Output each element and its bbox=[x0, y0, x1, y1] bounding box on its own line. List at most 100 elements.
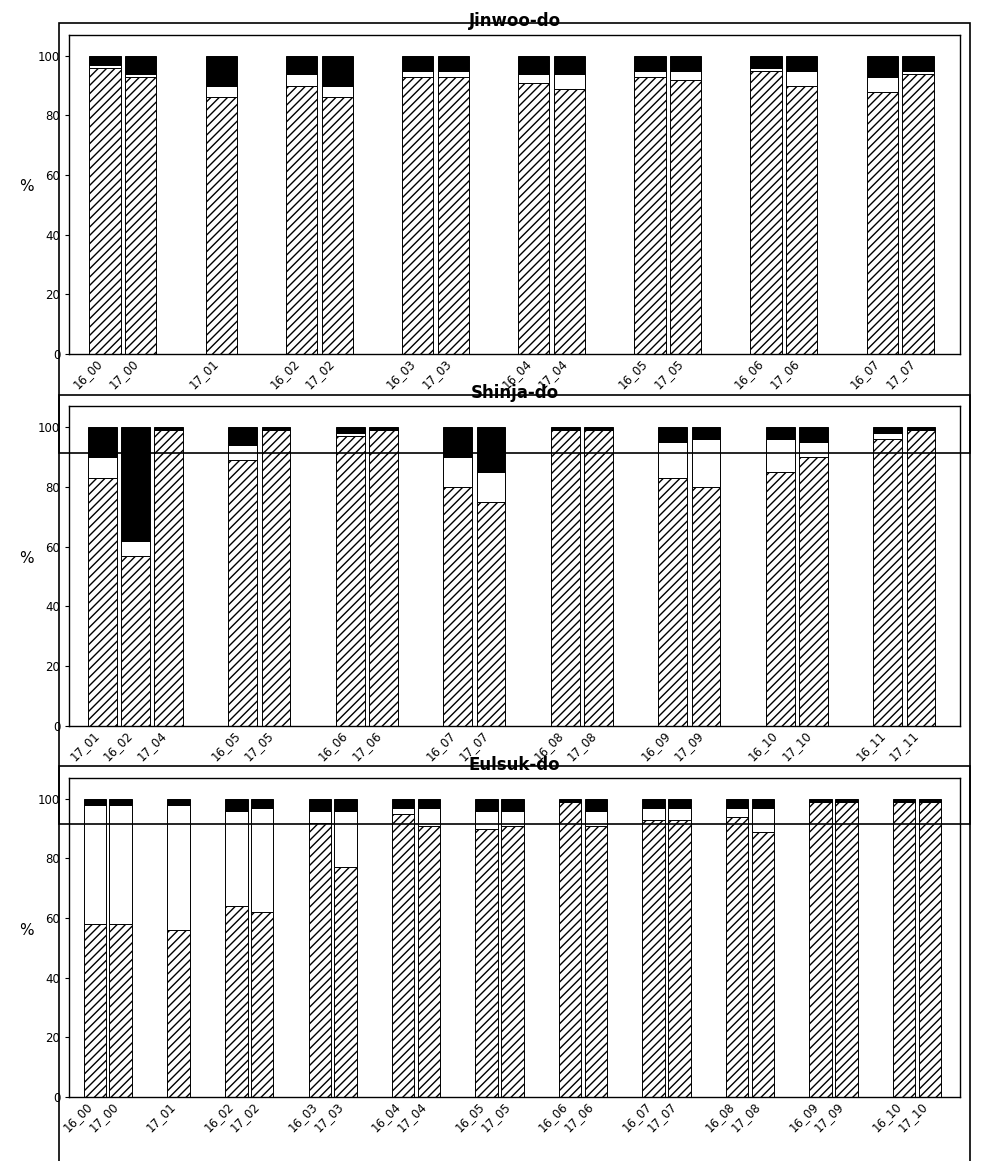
Bar bbox=[438, 71, 469, 77]
Bar bbox=[799, 442, 828, 457]
Bar bbox=[668, 808, 691, 820]
Bar bbox=[643, 808, 665, 820]
Bar bbox=[553, 88, 585, 354]
Bar bbox=[635, 71, 665, 77]
Bar bbox=[584, 431, 613, 726]
Title: Shinja-do: Shinja-do bbox=[470, 384, 559, 402]
Bar bbox=[286, 56, 317, 73]
Y-axis label: %: % bbox=[20, 923, 35, 938]
Bar bbox=[692, 439, 721, 486]
Bar bbox=[670, 56, 701, 71]
Bar bbox=[919, 802, 941, 1097]
Bar bbox=[250, 913, 273, 1097]
Bar bbox=[322, 98, 352, 354]
Bar bbox=[873, 427, 903, 433]
Bar bbox=[751, 799, 774, 808]
Bar bbox=[418, 808, 441, 825]
Bar bbox=[125, 56, 156, 73]
Bar bbox=[902, 56, 934, 71]
Bar bbox=[518, 56, 549, 73]
Bar bbox=[84, 805, 106, 924]
Bar bbox=[726, 808, 748, 816]
Bar bbox=[369, 427, 398, 431]
Bar bbox=[475, 829, 498, 1097]
Bar bbox=[402, 71, 434, 77]
Bar bbox=[658, 427, 687, 442]
Bar bbox=[167, 799, 190, 805]
Bar bbox=[309, 823, 331, 1097]
Bar bbox=[873, 439, 903, 726]
Bar bbox=[206, 98, 237, 354]
Bar bbox=[225, 907, 248, 1097]
Bar bbox=[668, 799, 691, 808]
Bar bbox=[902, 71, 934, 73]
Bar bbox=[154, 431, 183, 726]
Bar bbox=[229, 427, 257, 445]
Bar bbox=[89, 67, 121, 354]
Bar bbox=[750, 56, 782, 67]
Bar bbox=[476, 473, 506, 502]
Bar bbox=[670, 71, 701, 80]
Bar bbox=[766, 427, 795, 439]
Bar bbox=[907, 431, 936, 726]
Bar bbox=[261, 431, 290, 726]
Bar bbox=[643, 799, 665, 808]
Bar bbox=[810, 799, 832, 802]
Y-axis label: %: % bbox=[20, 551, 35, 565]
Bar bbox=[309, 810, 331, 823]
Bar bbox=[559, 799, 581, 802]
Bar bbox=[438, 77, 469, 354]
Bar bbox=[658, 478, 687, 726]
Bar bbox=[585, 799, 607, 810]
Bar bbox=[84, 924, 106, 1097]
Legend: Sand, Silt, Clay: Sand, Silt, Clay bbox=[421, 821, 609, 844]
Bar bbox=[585, 810, 607, 825]
Bar bbox=[799, 427, 828, 442]
Bar bbox=[658, 442, 687, 478]
Bar bbox=[402, 56, 434, 71]
Bar bbox=[261, 427, 290, 431]
Bar bbox=[668, 820, 691, 1097]
Bar bbox=[866, 77, 898, 92]
Bar bbox=[501, 810, 524, 825]
Bar bbox=[751, 831, 774, 1097]
Bar bbox=[919, 799, 941, 802]
Legend: Sand, Silt, Clay: Sand, Silt, Clay bbox=[421, 449, 609, 473]
Bar bbox=[206, 86, 237, 98]
Bar bbox=[250, 808, 273, 913]
Bar bbox=[309, 799, 331, 810]
Bar bbox=[893, 802, 916, 1097]
Bar bbox=[89, 65, 121, 67]
Bar bbox=[866, 56, 898, 77]
Bar bbox=[369, 431, 398, 726]
Bar bbox=[786, 56, 818, 71]
Bar bbox=[121, 556, 149, 726]
Bar bbox=[475, 799, 498, 810]
Bar bbox=[866, 92, 898, 354]
Bar bbox=[335, 867, 356, 1097]
Bar bbox=[418, 799, 441, 808]
Bar bbox=[692, 486, 721, 726]
Bar bbox=[336, 437, 365, 726]
Bar bbox=[518, 73, 549, 82]
Bar bbox=[751, 808, 774, 831]
Bar bbox=[336, 433, 365, 437]
Bar bbox=[110, 924, 132, 1097]
Bar bbox=[322, 86, 352, 98]
Bar bbox=[635, 77, 665, 354]
Title: Jinwoo-do: Jinwoo-do bbox=[468, 13, 561, 30]
Bar bbox=[121, 541, 149, 556]
Bar bbox=[229, 445, 257, 460]
Bar bbox=[84, 799, 106, 805]
Bar bbox=[799, 457, 828, 726]
Bar bbox=[726, 799, 748, 808]
Bar bbox=[750, 71, 782, 354]
Bar bbox=[88, 427, 117, 457]
Bar bbox=[518, 82, 549, 354]
Bar bbox=[206, 56, 237, 86]
Bar bbox=[336, 427, 365, 433]
Bar bbox=[444, 457, 472, 486]
Bar bbox=[902, 73, 934, 354]
Bar bbox=[476, 427, 506, 473]
Bar bbox=[810, 802, 832, 1097]
